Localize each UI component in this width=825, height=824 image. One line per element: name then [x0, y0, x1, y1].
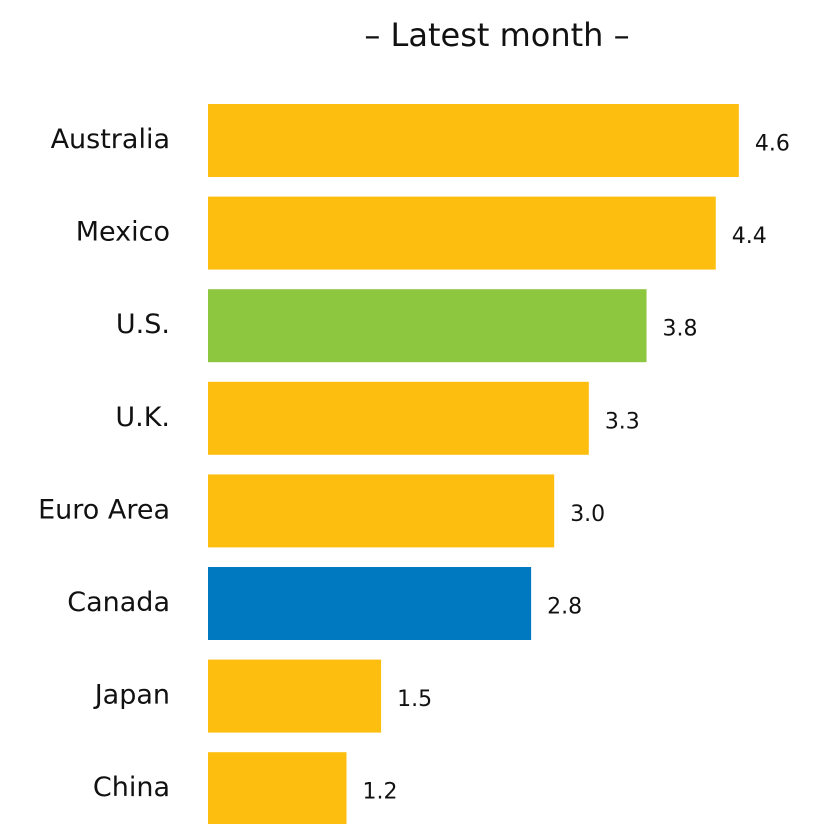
value-label: 4.6	[755, 132, 790, 157]
bar	[208, 381, 589, 455]
bar	[208, 659, 382, 733]
bar	[208, 289, 647, 363]
category-label: Euro Area	[38, 494, 170, 525]
category-label: Mexico	[76, 217, 170, 248]
category-label: U.K.	[115, 402, 170, 433]
bar	[208, 752, 347, 824]
bar	[208, 567, 532, 640]
value-label: 3.0	[570, 502, 605, 527]
chart-title: – Latest month –	[364, 16, 629, 54]
value-label: 4.4	[732, 224, 767, 249]
category-label: Canada	[67, 587, 170, 618]
category-label: U.S.	[116, 309, 170, 340]
value-label: 2.8	[547, 595, 582, 620]
value-label: 1.5	[397, 687, 432, 712]
category-label: China	[93, 772, 170, 803]
bar	[208, 474, 555, 548]
value-label: 3.3	[605, 409, 640, 434]
bar	[208, 196, 716, 270]
value-label: 1.2	[362, 780, 397, 805]
category-label: Japan	[93, 680, 170, 711]
category-label: Australia	[51, 124, 170, 155]
bar	[208, 104, 739, 177]
value-label: 3.8	[663, 317, 698, 342]
